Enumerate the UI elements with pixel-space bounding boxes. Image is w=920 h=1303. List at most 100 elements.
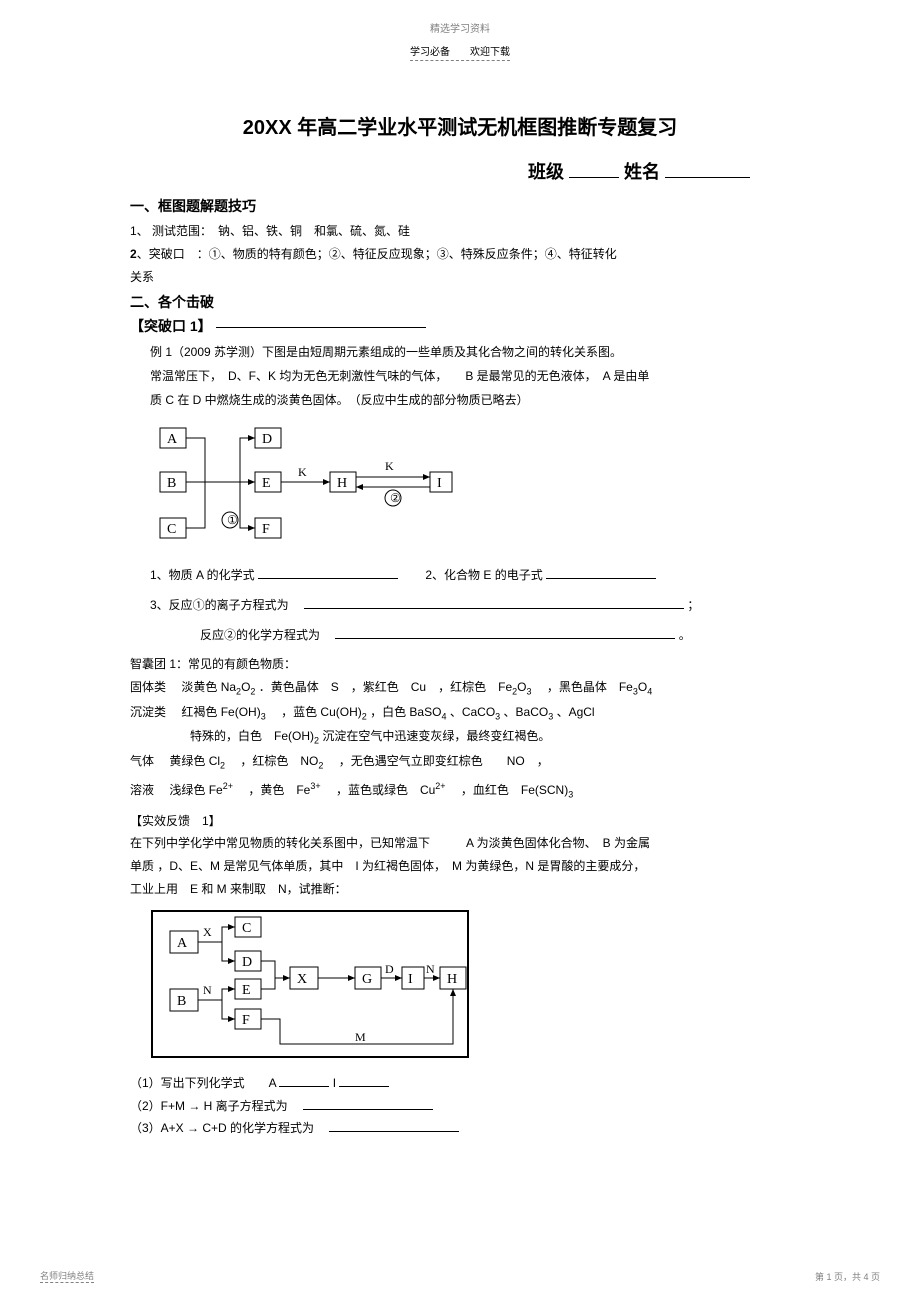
- so-c: ，蓝色或绿色 Cu: [324, 783, 435, 797]
- pt-c: ，白色 BaSO: [370, 705, 441, 719]
- q-line1: 1、物质 A 的化学式 2、化合物 E 的电子式: [130, 563, 790, 587]
- d1-A: A: [167, 432, 178, 447]
- d2-B: B: [177, 994, 186, 1009]
- section1-line1: 1、 测试范围： 钠、铝、铁、铜 和氯、硫、氮、硅: [130, 220, 790, 243]
- so-b: ，黄色 Fe: [236, 783, 310, 797]
- section2-sub: 【突破口 1】: [130, 316, 790, 336]
- st-e: ，黑色晶体 Fe: [535, 680, 633, 694]
- sq3-blank: [329, 1131, 459, 1132]
- d1-C: C: [167, 522, 176, 537]
- d2-C: C: [242, 921, 251, 936]
- name-label: 姓名: [624, 162, 660, 182]
- q2-text: 2、化合物 E 的电子式: [425, 568, 542, 582]
- feedback-line3: 工业上用 E 和 M 来制取 N，试推断：: [130, 878, 790, 901]
- gt-b: ，红棕色 NO: [228, 754, 318, 768]
- q-line3: 3、反应①的离子方程式为 ；: [130, 593, 790, 617]
- d2-F: F: [242, 1013, 250, 1028]
- pt-b: ，蓝色 Cu(OH): [269, 705, 362, 719]
- d2-D: D: [242, 955, 252, 970]
- zhinang-solution: 溶液 浅绿色 Fe2+ ，黄色 Fe3+ ，蓝色或绿色 Cu2+ ，血红色 Fe…: [130, 778, 790, 803]
- sq1a: （1）写出下列化学式 A: [130, 1076, 276, 1090]
- section2-header: 二、各个击破: [130, 292, 790, 312]
- section1-line3: 关系: [130, 266, 790, 289]
- d1-K2: K: [385, 459, 394, 473]
- name-blank: [665, 177, 750, 178]
- q1-blank: [258, 578, 398, 579]
- d1-K1: K: [298, 465, 307, 479]
- q3-blank: [304, 608, 684, 609]
- section1-header: 一、框图题解题技巧: [130, 196, 790, 216]
- st-c: ．黄色晶体 S ，紫红色 Cu ，红棕色 Fe: [259, 680, 512, 694]
- d1-E: E: [262, 476, 271, 491]
- class-blank: [569, 177, 619, 178]
- section1-line2: 2、突破口 ：①、物质的特有颜色；②、特征反应现象；③、特殊反应条件；④、特征转…: [130, 243, 790, 266]
- main-title: 20XX 年高二学业水平测试无机框图推断专题复习: [130, 111, 790, 140]
- feedback-line1: 在下列中学化学中常见物质的转化关系图中，已知常温下 A 为淡黄色固体化合物、 B…: [130, 832, 790, 855]
- footer-left: 名师归纳总结: [40, 1269, 94, 1283]
- d1-D: D: [262, 432, 272, 447]
- sq1b: I: [333, 1076, 336, 1090]
- d1-circ2: ②: [390, 491, 401, 505]
- st-a: 淡黄色 Na: [181, 680, 236, 694]
- precip-label: 沉淀类: [130, 705, 166, 719]
- diagram2-svg: A B C D E F X G I H: [150, 909, 470, 1059]
- d2-A: A: [177, 936, 188, 951]
- d1-I: I: [437, 476, 442, 491]
- s1-l2-rest: 、突破口 ：①、物质的特有颜色；②、特征反应现象；③、特殊反应条件；④、特征转化: [137, 247, 617, 261]
- example-line1: 例 1（2009 苏学测）下图是由短周期元素组成的一些单质及其化合物之间的转化关…: [130, 340, 790, 364]
- st-b: O: [241, 680, 250, 694]
- class-name-line: 班级 姓名: [130, 158, 790, 184]
- zhinang-precip: 沉淀类 红褐色 Fe(OH)3 ，蓝色 Cu(OH)2 ，白色 BaSO4 、C…: [130, 701, 790, 725]
- d2-N-arr: N: [426, 962, 435, 976]
- zhinang-special: 特殊的，白色 Fe(OH)2 沉淀在空气中迅速变灰绿，最终变红褐色。: [130, 725, 790, 749]
- gt-c: ，无色遇空气立即变红棕色 NO ，: [327, 754, 549, 768]
- example-line2: 常温常压下， D、F、K 均为无色无刺激性气味的气体， B 是最常见的无色液体，…: [130, 364, 790, 388]
- d2-G: G: [362, 972, 372, 987]
- q4-end: 。: [679, 628, 691, 642]
- zhinang-gas: 气体 黄绿色 Cl2 ，红棕色 NO2 ，无色遇空气立即变红棕色 NO ，: [130, 750, 790, 774]
- q3-text: 3、反应①的离子方程式为: [150, 598, 289, 612]
- pt-e: 、BaCO: [504, 705, 549, 719]
- d2-X: X: [297, 972, 307, 987]
- q4-blank: [335, 638, 675, 639]
- main-content: 20XX 年高二学业水平测试无机框图推断专题复习 班级 姓名 一、框图题解题技巧…: [0, 61, 920, 1140]
- q1-text: 1、物质 A 的化学式: [150, 568, 255, 582]
- footer-right: 第 1 页，共 4 页: [815, 1270, 880, 1283]
- pt-f: 、AgCl: [557, 705, 595, 719]
- sub-q3: （3）A+X → C+D 的化学方程式为: [130, 1117, 790, 1140]
- sp-a: 特殊的，白色 Fe(OH): [190, 729, 314, 743]
- so-d: ，血红色 Fe(SCN): [449, 783, 568, 797]
- q4-text: 反应②的化学方程式为: [200, 628, 320, 642]
- d2-N-left: N: [203, 983, 212, 997]
- st-f: O: [638, 680, 647, 694]
- breakthrough-underline: [216, 327, 426, 328]
- diagram-2: A B C D E F X G I H: [150, 909, 790, 1064]
- pt-a: 红褐色 Fe(OH): [181, 705, 260, 719]
- breakthrough-label: 【突破口 1】: [130, 318, 212, 334]
- sq1-blank-a: [279, 1086, 329, 1087]
- class-label: 班级: [528, 162, 564, 182]
- zhinang-header: 智囊团 1：常见的有颜色物质：: [130, 653, 790, 676]
- feedback-line2: 单质 ，D、E、M 是常见气体单质，其中 I 为红褐色固体， M 为黄绿色，N …: [130, 855, 790, 878]
- diagram-1: A D B E H I C F ①: [150, 420, 790, 555]
- d1-F: F: [262, 522, 270, 537]
- watermark-top: 精选学习资料: [0, 0, 920, 35]
- solid-label: 固体类: [130, 680, 166, 694]
- d1-circ1: ①: [227, 513, 238, 527]
- sol-label: 溶液: [130, 783, 154, 797]
- s1-l2-bold: 2: [130, 247, 137, 261]
- watermark-sub: 学习必备 欢迎下载: [410, 35, 510, 61]
- q-line4: 反应②的化学方程式为 。: [130, 623, 790, 647]
- so-a: 浅绿色 Fe: [169, 783, 222, 797]
- d2-H: H: [447, 972, 457, 987]
- zhinang-solid: 固体类 淡黄色 Na2O2 ．黄色晶体 S ，紫红色 Cu ，红棕色 Fe2O3…: [130, 676, 790, 700]
- pt-d: 、CaCO: [450, 705, 495, 719]
- example-line3: 质 C 在 D 中燃烧生成的淡黄色固体。 （反应中生成的部分物质已略去）: [130, 388, 790, 412]
- d2-I: I: [408, 972, 413, 987]
- feedback-header: 【实效反馈 1】: [130, 810, 790, 833]
- sp-b: 沉淀在空气中迅速变灰绿，最终变红褐色。: [322, 729, 550, 743]
- q2-blank: [546, 578, 656, 579]
- d1-B: B: [167, 476, 176, 491]
- sq2-blank: [303, 1109, 433, 1110]
- diagram1-svg: A D B E H I C F ①: [150, 420, 470, 550]
